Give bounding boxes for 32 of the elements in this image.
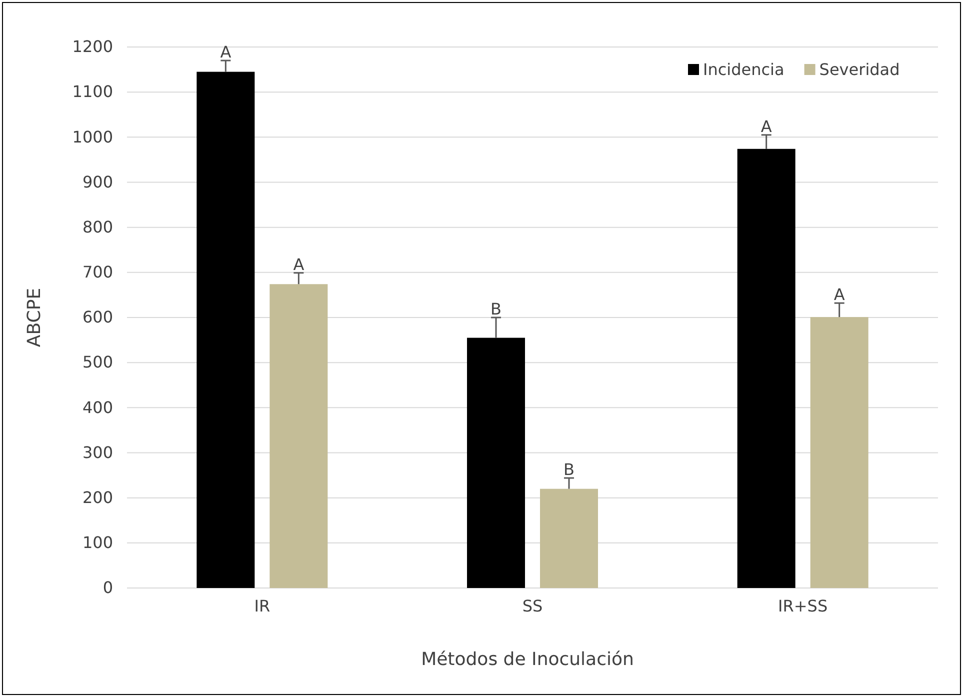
bar (540, 488, 598, 588)
x-axis-title: Métodos de Inoculación (421, 649, 634, 670)
y-tick-label: 700 (82, 262, 113, 282)
bar (810, 317, 868, 588)
y-tick-label: 100 (82, 533, 113, 552)
y-tick-label: 900 (82, 172, 113, 192)
data-label: A (760, 116, 772, 136)
y-tick-label: 300 (82, 442, 113, 462)
legend-label: Severidad (819, 60, 900, 79)
x-tick-label: SS (522, 596, 543, 616)
data-label: A (834, 285, 845, 304)
y-axis-title: ABCPE (24, 288, 45, 348)
data-label: A (220, 42, 232, 62)
y-tick-label: 1200 (72, 37, 113, 56)
data-label: B (490, 300, 502, 318)
data-label: A (293, 254, 304, 274)
data-label: B (564, 460, 574, 479)
legend-label: Incidencia (703, 60, 784, 79)
y-tick-label: 200 (82, 488, 113, 507)
y-tick-label: 1000 (72, 127, 113, 146)
y-tick-label: 400 (82, 398, 113, 417)
y-tick-label: 500 (82, 352, 113, 372)
y-tick-label: 0 (102, 578, 113, 598)
bar (467, 338, 525, 588)
x-tick-label: IR+SS (778, 596, 828, 616)
bar (196, 72, 255, 588)
bar (737, 148, 796, 588)
y-tick-label: 1100 (72, 82, 113, 102)
bar (270, 284, 328, 588)
y-tick-label: 600 (82, 308, 113, 327)
x-tick-label: IR (254, 596, 270, 616)
y-tick-label: 800 (82, 217, 113, 236)
